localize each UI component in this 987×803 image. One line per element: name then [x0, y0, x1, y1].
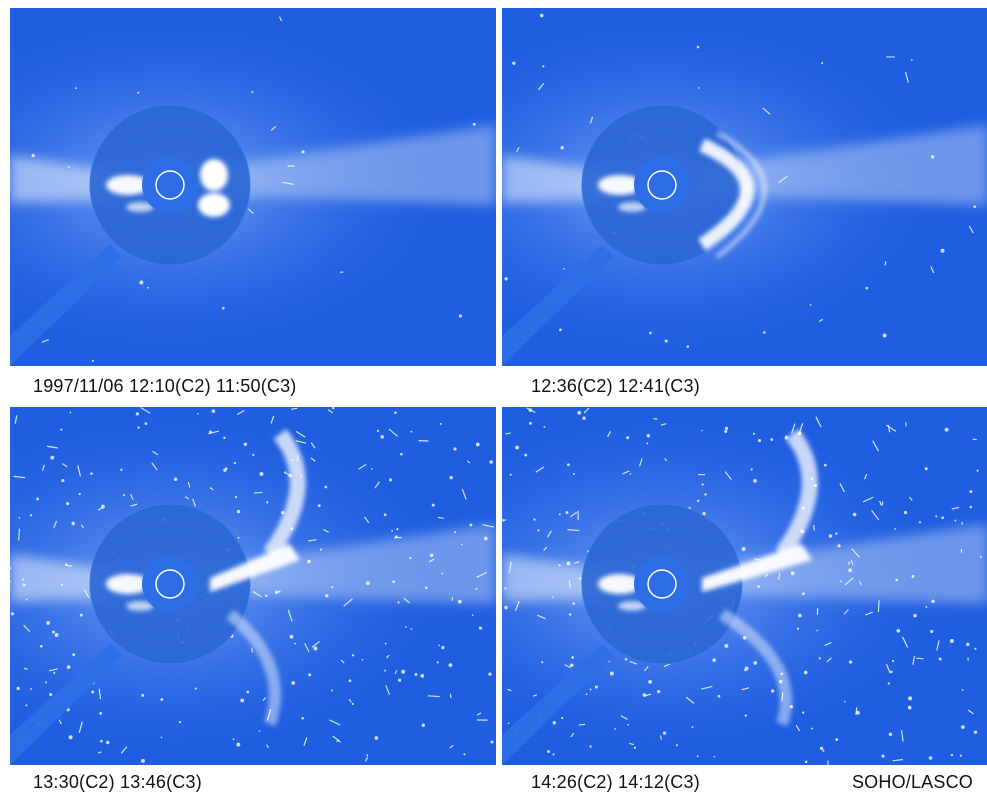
coronagraph-panel-1: [10, 8, 496, 366]
panel-4-caption: 14:26(C2) 14:12(C3): [531, 772, 700, 792]
coronagraph-panel-3: [10, 407, 496, 765]
panel-1-caption: 1997/11/06 12:10(C2) 11:50(C3): [33, 376, 297, 396]
coronagraph-image: [502, 8, 987, 366]
inner-corona: [598, 574, 646, 611]
coronagraph-image: [502, 407, 987, 765]
coronagraph-panel-2: [502, 8, 987, 366]
cme-front: [698, 130, 767, 259]
instrument-credit: SOHO/LASCO: [851, 772, 973, 792]
coronagraph-image: [10, 407, 496, 765]
panel-2-caption: 12:36(C2) 12:41(C3): [531, 376, 700, 396]
cme-front: [210, 429, 306, 726]
inner-corona: [598, 175, 646, 212]
cme-front: [198, 159, 230, 217]
panel-3-caption: 13:30(C2) 13:46(C3): [33, 772, 202, 792]
cme-front: [702, 429, 818, 726]
coronagraph-panel-4: [502, 407, 987, 765]
coronagraph-image: [10, 8, 496, 366]
inner-corona: [106, 574, 154, 611]
inner-corona: [106, 175, 154, 212]
